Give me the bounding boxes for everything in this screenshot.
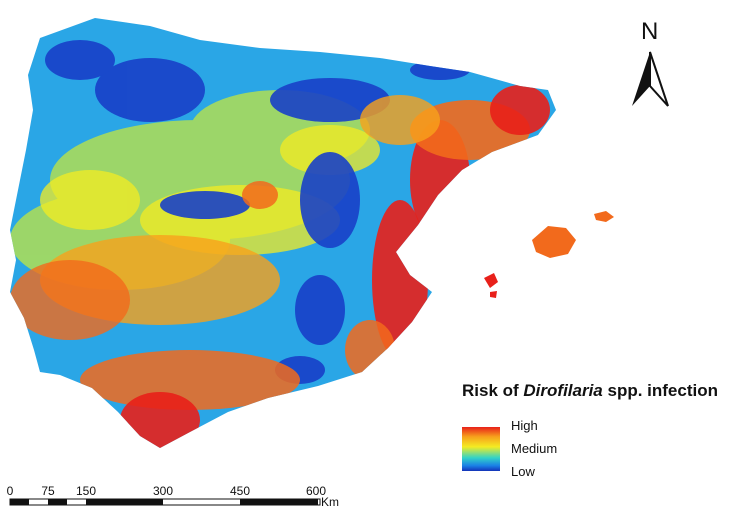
legend-color-ramp bbox=[462, 427, 500, 471]
scale-tick-300: 300 bbox=[152, 484, 174, 498]
scale-tick-450: 450 bbox=[229, 484, 251, 498]
formentera-island bbox=[490, 291, 497, 298]
menorca-island bbox=[594, 211, 614, 222]
ibiza-island bbox=[484, 273, 498, 288]
legend-title-prefix: Risk of bbox=[462, 381, 524, 400]
balearic-islands bbox=[484, 211, 614, 298]
scale-tick-600: 600 bbox=[305, 484, 327, 498]
legend-high-label: High bbox=[511, 418, 538, 433]
legend-title: Risk of Dirofilaria spp. infection bbox=[462, 381, 718, 401]
scale-tick-75: 75 bbox=[41, 484, 55, 498]
scale-bar bbox=[9, 498, 321, 506]
scale-tick-0: 0 bbox=[6, 484, 14, 498]
scale-unit: Km bbox=[321, 495, 339, 509]
north-label: N bbox=[641, 18, 659, 45]
low-risk-zones bbox=[45, 40, 470, 384]
legend-medium-label: Medium bbox=[511, 441, 558, 456]
scale-tick-150: 150 bbox=[75, 484, 97, 498]
legend-title-suffix: spp. infection bbox=[602, 381, 718, 400]
legend-low-label: Low bbox=[511, 464, 535, 479]
mallorca-island bbox=[532, 226, 576, 258]
north-arrow bbox=[632, 51, 669, 107]
legend-title-italic: Dirofilaria bbox=[523, 381, 603, 400]
